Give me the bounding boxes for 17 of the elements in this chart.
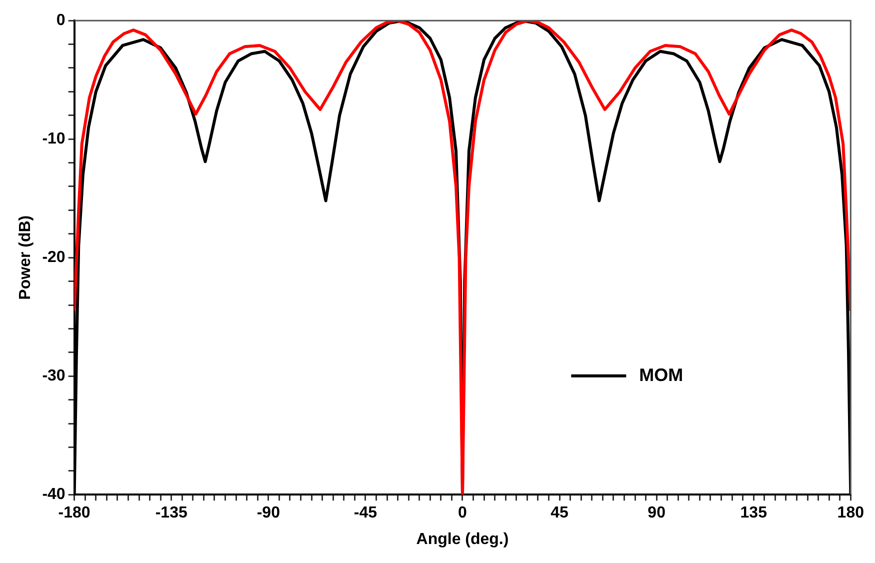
y-tick-label: -20: [42, 249, 66, 266]
x-tick-label: 180: [837, 504, 864, 522]
x-axis-title: Angle (deg.): [416, 530, 509, 548]
legend-label: MOM: [639, 364, 684, 385]
y-tick-label: -40: [42, 486, 66, 504]
x-tick-label: -180: [58, 504, 90, 522]
y-tick-label: 0: [56, 12, 66, 30]
x-tick-label: 0: [458, 504, 468, 522]
x-tick-label: -90: [256, 504, 280, 522]
y-axis-title: Power (dB): [17, 215, 34, 300]
y-tick-label: -10: [42, 130, 66, 148]
x-tick-label: 135: [740, 504, 768, 522]
x-tick-label: 45: [550, 504, 569, 522]
y-tick-label: -30: [42, 368, 66, 385]
x-tick-label: -45: [354, 504, 378, 522]
x-tick-label: -135: [155, 504, 188, 522]
x-tick-label: 90: [648, 504, 666, 522]
